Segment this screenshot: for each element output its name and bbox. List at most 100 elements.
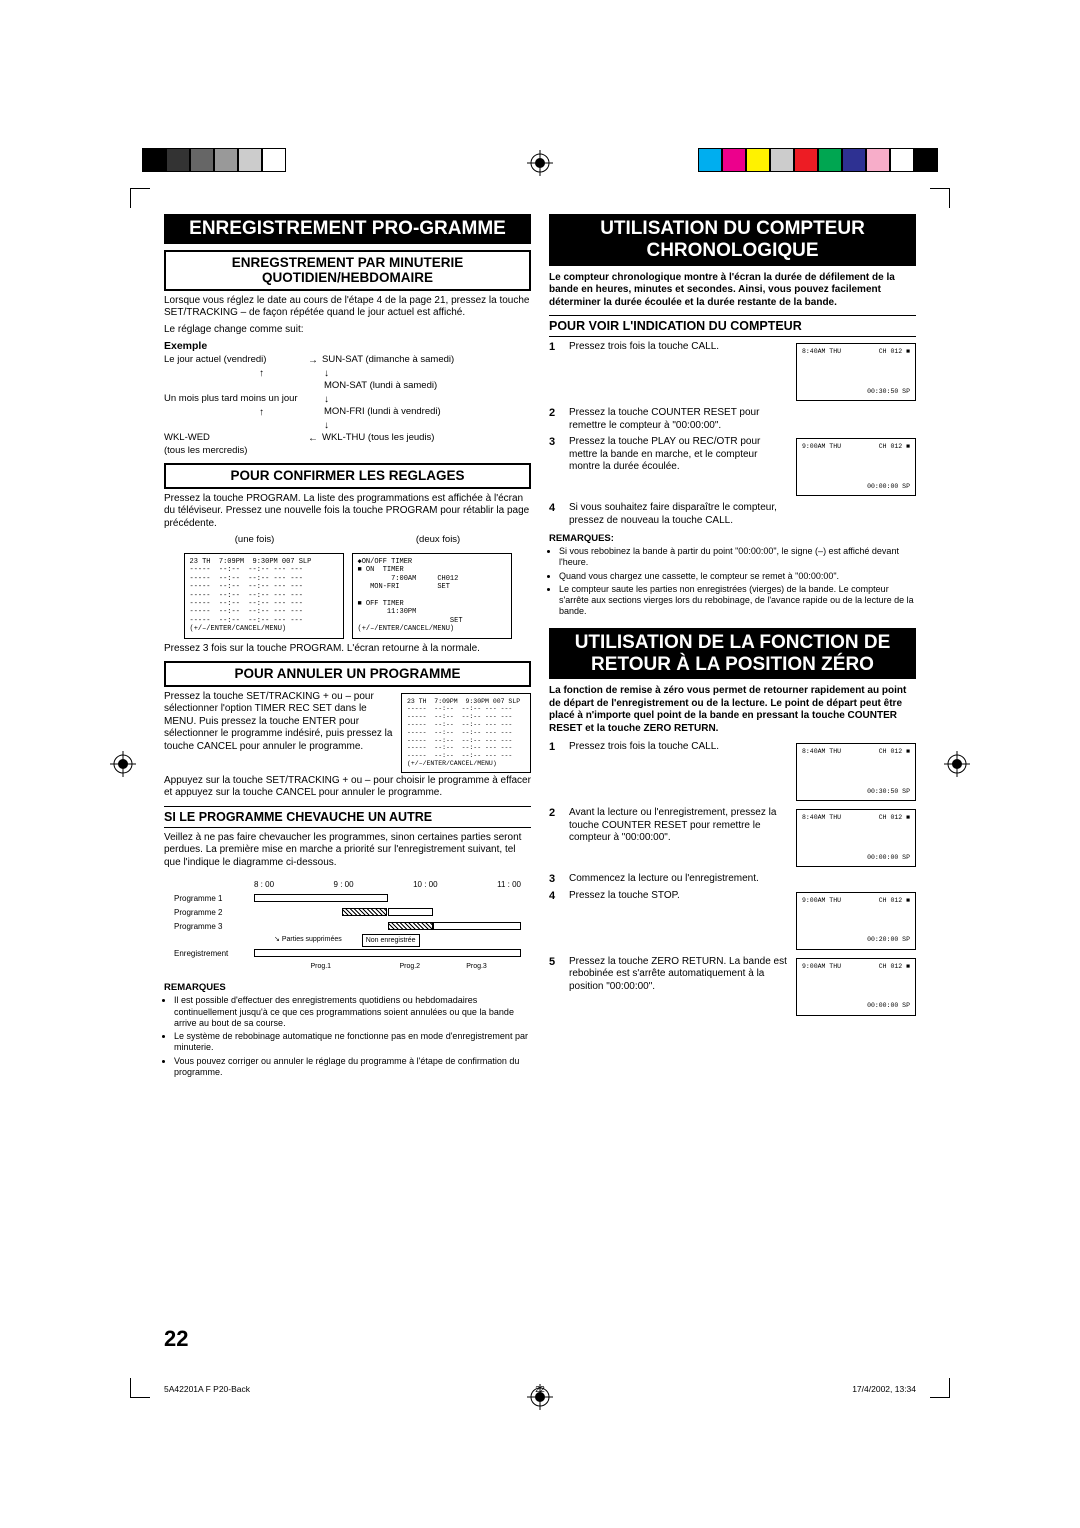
main-title-right: UTILISATION DU COMPTEUR CHRONOLOGIQUE bbox=[549, 214, 916, 266]
left-column: ENREGISTREMENT PRO-GRAMME ENREGSTREMENT … bbox=[164, 214, 531, 1358]
sub-section-title: POUR VOIR L'INDICATION DU COMPTEUR bbox=[549, 315, 916, 337]
step-text: Pressez trois fois la touche CALL. bbox=[569, 341, 790, 354]
color-swatch bbox=[166, 148, 190, 172]
arrow-left-icon: ← bbox=[304, 432, 322, 445]
color-swatch bbox=[142, 148, 166, 172]
prog-label: Prog.2 bbox=[388, 961, 433, 972]
paragraph: Le réglage change comme suit: bbox=[164, 324, 531, 337]
row-label: Programme 2 bbox=[174, 907, 254, 920]
sub-section-title: SI LE PROGRAMME CHEVAUCHE UN AUTRE bbox=[164, 806, 531, 828]
step-text: Commencez la lecture ou l'enregistrement… bbox=[569, 873, 790, 886]
color-swatch bbox=[746, 148, 770, 172]
crop-mark-icon bbox=[130, 1378, 150, 1398]
screen-display: 23 TH 7:09PM 9:30PM 007 SLP ----- --:-- … bbox=[401, 693, 531, 773]
step-text: Pressez la touche STOP. bbox=[569, 890, 790, 903]
step-row: 1Pressez trois fois la touche CALL.8:40A… bbox=[549, 341, 916, 403]
legend-label: Parties supprimées bbox=[282, 936, 342, 943]
step-row: 1Pressez trois fois la touche CALL.8:40A… bbox=[549, 741, 916, 803]
screen-display: 9:00AM THUCH 012 ■00:00:00 SP bbox=[796, 956, 916, 1018]
note-item: Quand vous chargez une cassette, le comp… bbox=[559, 571, 916, 582]
screen-display: 9:00AM THUCH 012 ■00:20:00 SP bbox=[796, 890, 916, 952]
color-swatch bbox=[214, 148, 238, 172]
paragraph: Veillez à ne pas faire chevaucher les pr… bbox=[164, 832, 531, 870]
step-row: 3 Commencez la lecture ou l'enregistremen… bbox=[549, 873, 916, 886]
section-title: POUR ANNULER UN PROGRAMME bbox=[164, 661, 531, 687]
note-item: Le système de rebobinage automatique ne … bbox=[174, 1031, 531, 1054]
step-text: Pressez la touche COUNTER RESET pour rem… bbox=[569, 407, 790, 432]
paragraph: Appuyez sur la touche SET/TRACKING + ou … bbox=[164, 775, 531, 800]
paragraph: Pressez 3 fois sur la touche PROGRAM. L'… bbox=[164, 643, 531, 656]
intro-text: Le compteur chronologique montre à l'écr… bbox=[549, 272, 916, 310]
flow-text: MON-SAT (lundi à samedi) bbox=[324, 380, 531, 392]
step-row: 2 Pressez la touche COUNTER RESET pour re… bbox=[549, 407, 916, 432]
intro-text: La fonction de remise à zéro vous permet… bbox=[549, 685, 916, 735]
color-swatch bbox=[866, 148, 890, 172]
arrow-down-icon: ↓ bbox=[324, 393, 531, 406]
step-number: 3 bbox=[549, 873, 563, 885]
step-row: 5Pressez la touche ZERO RETURN. La bande… bbox=[549, 956, 916, 1018]
flow-text: (tous les mercredis) bbox=[164, 445, 304, 457]
label: (deux fois) bbox=[416, 534, 460, 545]
flow-text: WKL-THU (tous les jeudis) bbox=[322, 432, 531, 444]
step-row: 4 Si vous souhaitez faire disparaître le … bbox=[549, 502, 916, 527]
arrow-up-icon: ↑ bbox=[164, 406, 264, 419]
step-number: 4 bbox=[549, 502, 563, 514]
step-row: 4 Pressez la touche STOP. 9:00AM THUCH 012… bbox=[549, 890, 916, 952]
crop-mark-icon bbox=[130, 188, 150, 208]
legend-label: Non enregistrée bbox=[362, 934, 420, 947]
page-number: 22 bbox=[164, 1326, 188, 1352]
step-number: 4 bbox=[549, 890, 563, 902]
footer: 5A42201A F P20-Back 22 17/4/2002, 13:34 bbox=[164, 1384, 916, 1394]
color-swatch bbox=[262, 148, 286, 172]
step-row: 2Avant la lecture ou l'enregistrement, p… bbox=[549, 807, 916, 869]
flow-text: Un mois plus tard moins un jour bbox=[164, 393, 304, 405]
step-text: Avant la lecture ou l'enregistrement, pr… bbox=[569, 807, 790, 845]
color-swatch bbox=[722, 148, 746, 172]
footer-right: 17/4/2002, 13:34 bbox=[665, 1384, 916, 1394]
paragraph: Lorsque vous réglez le date au cours de … bbox=[164, 295, 531, 320]
arrow-down-icon: ↓ bbox=[324, 367, 531, 380]
step-number: 1 bbox=[549, 741, 563, 753]
time-label: 10 : 00 bbox=[413, 879, 437, 892]
step-row: 3Pressez la touche PLAY ou REC/OTR pour … bbox=[549, 436, 916, 498]
paragraph: Pressez la touche SET/TRACKING + ou – po… bbox=[164, 691, 395, 771]
main-title-right-2: UTILISATION DE LA FONCTION DE RETOUR À L… bbox=[549, 628, 916, 680]
color-swatch bbox=[914, 148, 938, 172]
footer-left: 5A42201A F P20-Back bbox=[164, 1384, 415, 1394]
row-label: Programme 3 bbox=[174, 921, 254, 934]
step-text: Si vous souhaitez faire disparaître le c… bbox=[569, 502, 790, 527]
notes-heading: REMARQUES: bbox=[549, 533, 916, 544]
flow-text: MON-FRI (lundi à vendredi) bbox=[324, 406, 531, 418]
screen-display: 8:40AM THUCH 012 ■00:30:50 SP bbox=[796, 741, 916, 803]
color-swatch bbox=[794, 148, 818, 172]
paragraph: Pressez la touche PROGRAM. La liste des … bbox=[164, 493, 531, 531]
section-title: POUR CONFIRMER LES REGLAGES bbox=[164, 463, 531, 489]
color-swatch bbox=[890, 148, 914, 172]
main-title-left: ENREGISTREMENT PRO-GRAMME bbox=[164, 214, 531, 244]
color-swatch bbox=[698, 148, 722, 172]
section-title: ENREGSTREMENT PAR MINUTERIE QUOTIDIEN/HE… bbox=[164, 250, 531, 291]
row-label: Enregistrement bbox=[174, 948, 254, 961]
overlap-diagram: 8 : 00 9 : 00 10 : 00 11 : 00 Programme … bbox=[164, 875, 531, 976]
time-label: 9 : 00 bbox=[334, 879, 354, 892]
step-number: 5 bbox=[549, 956, 563, 968]
screen-display: 8:40AM THUCH 012 ■00:30:50 SP bbox=[796, 341, 916, 403]
prog-label: Prog.3 bbox=[432, 961, 521, 972]
note-item: Il est possible d'effectuer des enregist… bbox=[174, 995, 531, 1029]
screen-display: 23 TH 7:09PM 9:30PM 007 SLP ----- --:-- … bbox=[184, 553, 344, 639]
prog-label: Prog.1 bbox=[254, 961, 388, 972]
flow-text: WKL-WED bbox=[164, 432, 304, 444]
note-item: Le compteur saute les parties non enregi… bbox=[559, 584, 916, 618]
notes-list: Il est possible d'effectuer des enregist… bbox=[164, 995, 531, 1078]
registration-mark-icon bbox=[110, 751, 136, 777]
arrow-up-icon: ↑ bbox=[164, 367, 264, 380]
time-label: 11 : 00 bbox=[497, 879, 521, 892]
footer-center: 22 bbox=[415, 1384, 666, 1394]
registration-mark-icon bbox=[944, 751, 970, 777]
notes-heading: REMARQUES bbox=[164, 982, 531, 993]
time-label: 8 : 00 bbox=[254, 879, 274, 892]
right-column: UTILISATION DU COMPTEUR CHRONOLOGIQUE Le… bbox=[549, 214, 916, 1358]
color-swatch bbox=[238, 148, 262, 172]
crop-mark-icon bbox=[930, 188, 950, 208]
step-number: 2 bbox=[549, 407, 563, 419]
